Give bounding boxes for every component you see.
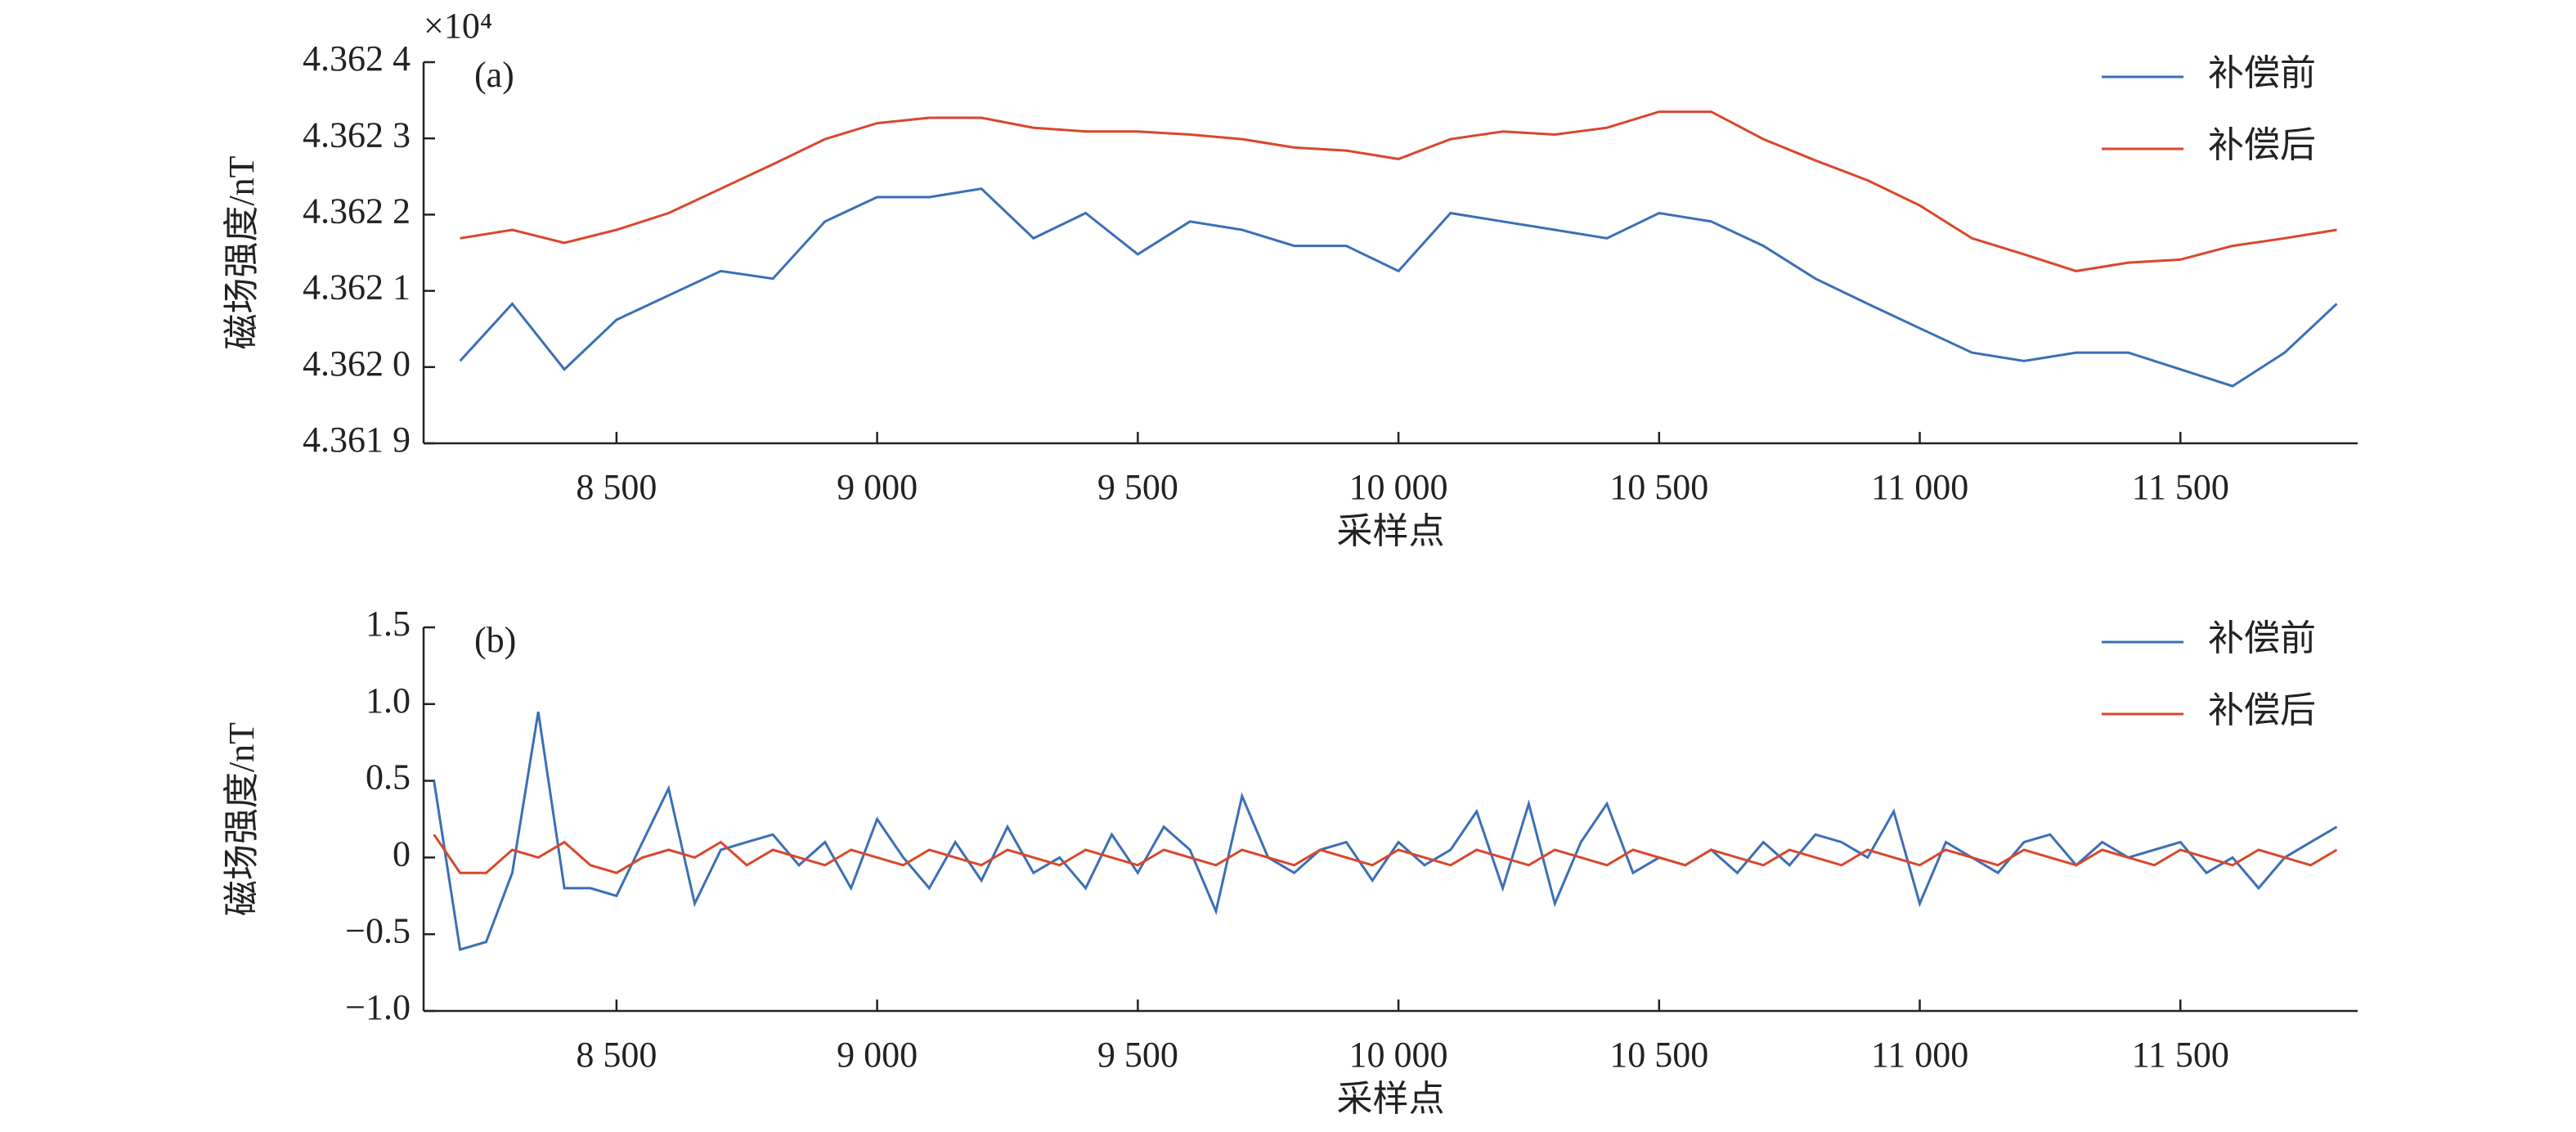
x-axis-label: 采样点 xyxy=(1337,1079,1445,1119)
y-tick-label: 4.361 9 xyxy=(303,420,411,460)
series-line xyxy=(433,711,2338,951)
x-tick-label: 11 000 xyxy=(1871,1035,1968,1075)
x-tick-label: 11 000 xyxy=(1871,467,1968,507)
y-tick-label: 4.362 3 xyxy=(303,115,411,155)
y-tick-label: 1.5 xyxy=(366,604,411,644)
x-tick-label: 10 000 xyxy=(1349,467,1448,507)
y-tick-label: 0 xyxy=(393,833,411,874)
x-tick-label: 9 500 xyxy=(1097,1035,1178,1075)
x-tick-label: 11 500 xyxy=(2132,467,2229,507)
legend-label: 补偿前 xyxy=(2208,53,2316,93)
y-axis-label: 磁场强度/nT xyxy=(222,722,262,916)
y-tick-label: −0.5 xyxy=(345,910,411,950)
y-axis-label: 磁场强度/nT xyxy=(222,155,262,349)
y-tick-label: 0.5 xyxy=(366,757,411,797)
y-tick-label: 4.362 1 xyxy=(303,267,411,308)
x-tick-label: 9 500 xyxy=(1097,467,1178,507)
legend-label: 补偿前 xyxy=(2208,618,2316,658)
legend-label: 补偿后 xyxy=(2208,690,2316,730)
y-tick-label: −1.0 xyxy=(345,987,411,1027)
y-multiplier: ×10⁴ xyxy=(424,6,492,46)
x-tick-label: 8 500 xyxy=(576,467,657,507)
panel-label: (b) xyxy=(474,620,516,660)
legend-label: 补偿后 xyxy=(2208,125,2316,165)
y-tick-label: 4.362 0 xyxy=(303,344,411,384)
x-axis-label: 采样点 xyxy=(1337,511,1445,551)
series-line xyxy=(433,833,2338,874)
x-tick-label: 10 000 xyxy=(1349,1035,1448,1075)
x-tick-label: 8 500 xyxy=(576,1035,657,1075)
x-tick-label: 9 000 xyxy=(837,467,918,507)
panel-label: (a) xyxy=(474,55,514,95)
series-line xyxy=(460,110,2337,272)
x-tick-label: 11 500 xyxy=(2132,1035,2229,1075)
series-line xyxy=(459,187,2338,388)
y-tick-label: 4.362 4 xyxy=(303,38,411,79)
y-tick-label: 1.0 xyxy=(366,681,411,721)
x-tick-label: 10 500 xyxy=(1609,1035,1708,1075)
x-tick-label: 10 500 xyxy=(1609,467,1708,507)
x-tick-label: 9 000 xyxy=(837,1035,918,1075)
y-tick-label: 4.362 2 xyxy=(303,191,411,231)
